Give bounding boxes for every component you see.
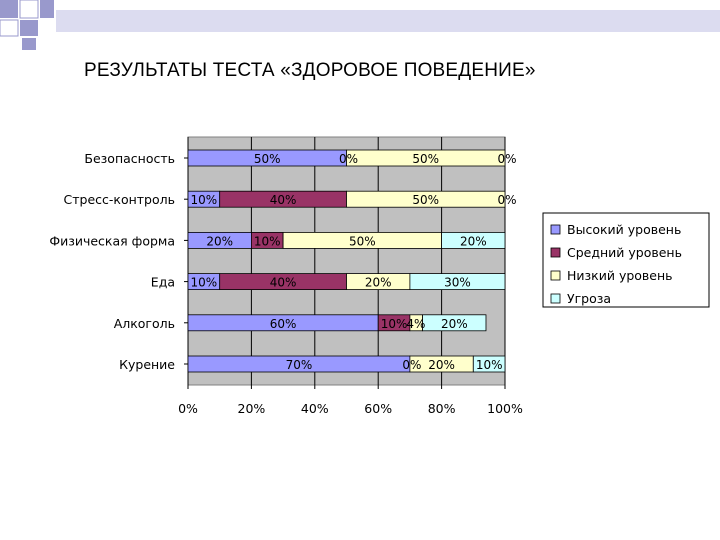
legend-swatch: [550, 224, 561, 235]
data-label: 20%: [365, 276, 392, 290]
data-label: 40%: [270, 193, 297, 207]
bars-group: [187, 149, 506, 373]
bar-segment: [346, 149, 506, 167]
data-label: 50%: [412, 152, 439, 166]
data-label: 0%: [497, 152, 516, 166]
data-label: 60%: [270, 317, 297, 331]
plot-area: [184, 136, 506, 389]
x-tick-label: 100%: [487, 401, 523, 416]
data-label: 50%: [254, 152, 281, 166]
deco-square: [0, 19, 19, 37]
bar-segment: [422, 314, 487, 332]
data-label: 40%: [270, 276, 297, 290]
data-label: 20%: [441, 317, 468, 331]
legend-entry-label: Средний уровень: [567, 245, 682, 260]
data-label: 10%: [191, 276, 218, 290]
bar-segment: [441, 231, 506, 249]
legend-entry-label: Угроза: [567, 291, 611, 306]
slide-decoration: [0, 0, 720, 50]
deco-square: [20, 20, 38, 36]
category-label: Алкоголь: [114, 316, 175, 331]
deco-bar: [56, 10, 720, 32]
slide-title: РЕЗУЛЬТАТЫ ТЕСТА «ЗДОРОВОЕ ПОВЕДЕНИЕ»: [84, 60, 536, 81]
data-label: 50%: [412, 193, 439, 207]
data-label: 10%: [381, 317, 408, 331]
data-label: 30%: [444, 276, 471, 290]
data-labels-group: 50% 0% 50% 0% 10% 40% 50% 0% 20% 10% 50% 20% 10% 40% 2…: [191, 152, 517, 372]
data-label: 20%: [460, 234, 487, 248]
data-label: 70%: [286, 358, 313, 372]
data-label: 50%: [349, 234, 376, 248]
x-axis-ticks-group: 0% 20% 40% 60% 80% 100%: [178, 401, 523, 416]
plot-background: [187, 136, 506, 386]
x-tick-label: 80%: [428, 401, 456, 416]
legend-box: [542, 212, 710, 308]
category-label: Курение: [119, 357, 175, 372]
data-label: 20%: [428, 358, 455, 372]
bar-segment: [409, 273, 506, 291]
deco-square: [40, 0, 54, 18]
data-label: 0%: [339, 152, 358, 166]
deco-square: [19, 0, 39, 19]
data-label: 0%: [402, 358, 421, 372]
data-label: 10%: [254, 234, 281, 248]
bar-segment: [472, 355, 506, 373]
data-label: 0%: [497, 193, 516, 207]
legend-entry-label: Высокий уровень: [567, 222, 681, 237]
x-tick-label: 20%: [238, 401, 266, 416]
category-label: Безопасность: [84, 151, 175, 166]
legend: Высокий уровень Средний уровень Низкий уро…: [542, 212, 710, 308]
x-tick-label: 40%: [301, 401, 329, 416]
category-label: Стресс-контроль: [64, 192, 175, 207]
data-label: 4%: [406, 317, 425, 331]
category-label: Еда: [151, 275, 175, 290]
x-tick-label: 0%: [178, 401, 198, 416]
data-label: 10%: [476, 358, 503, 372]
data-label: 10%: [191, 193, 218, 207]
category-label: Физическая форма: [49, 233, 175, 248]
category-labels-group: Безопасность Стресс-контроль Физическая фо…: [49, 151, 175, 372]
legend-entry-label: Низкий уровень: [567, 268, 673, 283]
deco-square: [0, 0, 18, 18]
data-label: 20%: [206, 234, 233, 248]
deco-square: [22, 38, 36, 50]
x-tick-label: 60%: [364, 401, 392, 416]
legend-swatch: [550, 247, 561, 258]
legend-swatch: [550, 293, 561, 304]
bar-segment: [346, 190, 506, 208]
legend-swatch: [550, 270, 561, 281]
